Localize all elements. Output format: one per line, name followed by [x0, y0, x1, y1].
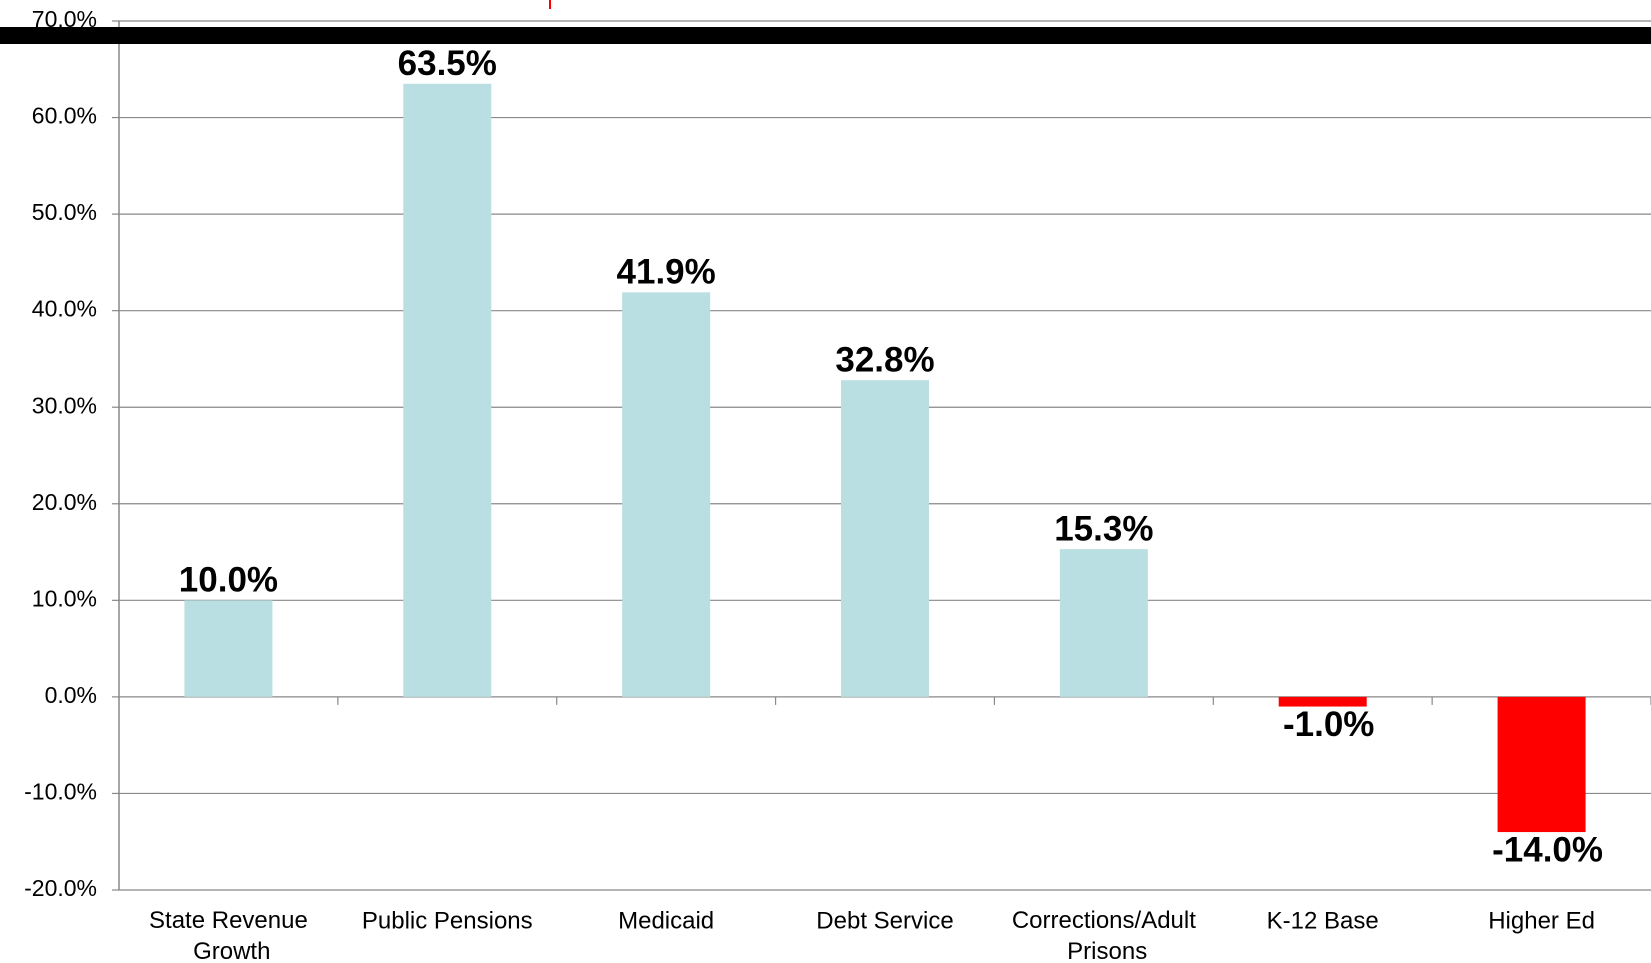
y-tick-label: 10.0%	[32, 585, 97, 611]
y-tick-label: -10.0%	[24, 779, 97, 805]
bar	[1497, 696, 1586, 833]
x-tick-label: K-12 Base	[1267, 907, 1379, 934]
bar	[1278, 696, 1367, 707]
data-label: 15.3%	[1054, 509, 1153, 548]
x-tick-label: Debt Service	[816, 907, 953, 934]
data-label: 10.0%	[179, 561, 278, 600]
y-tick-label: 60.0%	[32, 103, 97, 129]
x-tick-label: State Revenue Growth	[149, 907, 308, 963]
data-label: 63.5%	[398, 44, 497, 83]
x-tick-label: Higher Ed	[1488, 907, 1595, 934]
data-label: 32.8%	[835, 340, 934, 379]
x-tick-label: Public Pensions	[362, 907, 533, 934]
y-tick-label: 30.0%	[32, 392, 97, 418]
y-tick-label: 20.0%	[32, 489, 97, 515]
bar	[1059, 549, 1148, 697]
y-tick-label: 0.0%	[45, 682, 97, 708]
x-tick-label: Medicaid	[618, 907, 714, 934]
bar	[403, 83, 492, 697]
header-band	[0, 27, 1651, 44]
y-tick-label: 40.0%	[32, 296, 97, 322]
y-tick-label: 50.0%	[32, 199, 97, 225]
data-label: 41.9%	[617, 253, 716, 292]
data-label: -1.0%	[1283, 705, 1374, 744]
bar	[841, 380, 929, 697]
data-label: -14.0%	[1492, 830, 1603, 869]
x-tick-label: Corrections/Adult Prisons	[1012, 907, 1196, 963]
y-tick-label: -20.0%	[24, 875, 97, 901]
bar	[184, 600, 273, 697]
bar	[622, 292, 711, 697]
